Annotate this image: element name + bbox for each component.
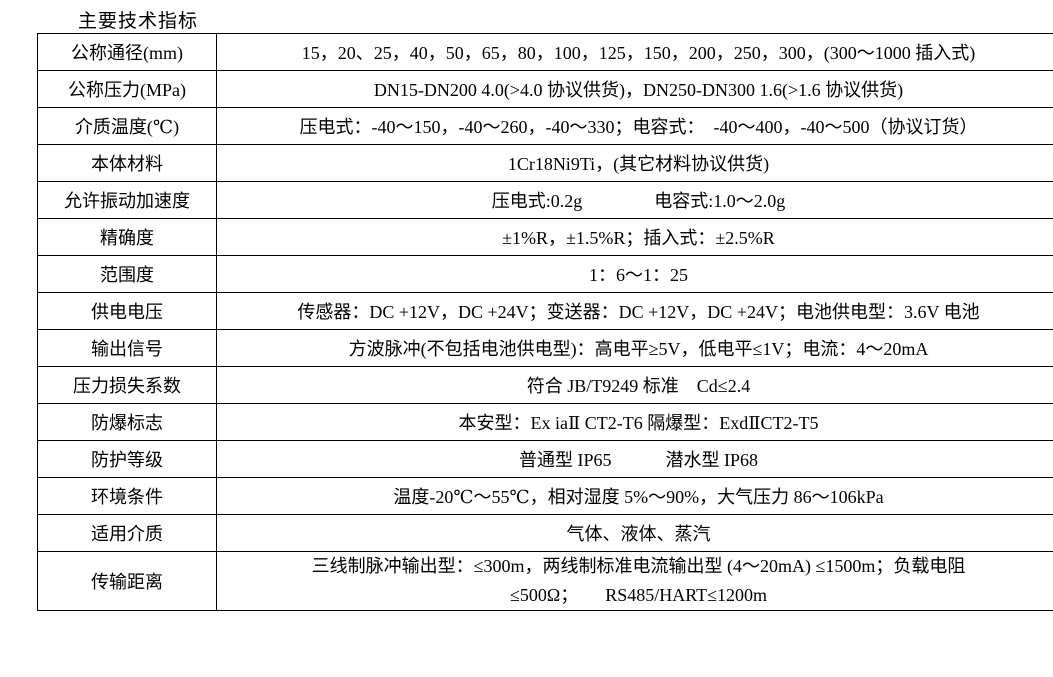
spec-value-cell: 三线制脉冲输出型：≤300m，两线制标准电流输出型 (4～20mA) ≤1500… — [216, 551, 1053, 611]
table-row: 输出信号 方波脉冲(不包括电池供电型)：高电平≥5V，低电平≤1V；电流：4～2… — [37, 329, 1053, 367]
table-row: 供电电压 传感器：DC +12V，DC +24V；变送器：DC +12V，DC … — [37, 292, 1053, 330]
spec-value-cell: 压电式:0.2g 电容式:1.0～2.0g — [216, 181, 1053, 219]
table-row: 范围度 1：6～1：25 — [37, 255, 1053, 293]
spec-label-cell: 公称压力(MPa) — [37, 70, 217, 108]
spec-value-cell: 压电式：-40～150，-40～260，-40～330；电容式： -40～400… — [216, 107, 1053, 145]
table-row: 防护等级 普通型 IP65 潜水型 IP68 — [37, 440, 1053, 478]
table-row: 介质温度(℃) 压电式：-40～150，-40～260，-40～330；电容式：… — [37, 107, 1053, 145]
spec-value-cell: 15，20、25，40，50，65，80，100，125，150，200，250… — [216, 33, 1053, 71]
spec-value-cell: 气体、液体、蒸汽 — [216, 514, 1053, 552]
spec-value-cell: 温度-20℃～55℃，相对湿度 5%～90%，大气压力 86～106kPa — [216, 477, 1053, 515]
spec-table: 公称通径(mm) 15，20、25，40，50，65，80，100，125，15… — [37, 33, 1053, 611]
spec-label-cell: 公称通径(mm) — [37, 33, 217, 71]
spec-value-cell: ±1%R，±1.5%R；插入式：±2.5%R — [216, 218, 1053, 256]
table-row: 传输距离 三线制脉冲输出型：≤300m，两线制标准电流输出型 (4～20mA) … — [37, 551, 1053, 611]
spec-label-cell: 允许振动加速度 — [37, 181, 217, 219]
spec-label-cell: 防爆标志 — [37, 403, 217, 441]
spec-value-cell: 方波脉冲(不包括电池供电型)：高电平≥5V，低电平≤1V；电流：4～20mA — [216, 329, 1053, 367]
spec-value-cell: 普通型 IP65 潜水型 IP68 — [216, 440, 1053, 478]
table-row: 本体材料 1Cr18Ni9Ti，(其它材料协议供货) — [37, 144, 1053, 182]
spec-label-cell: 范围度 — [37, 255, 217, 293]
table-row: 公称压力(MPa) DN15-DN200 4.0(>4.0 协议供货)，DN25… — [37, 70, 1053, 108]
spec-label-cell: 介质温度(℃) — [37, 107, 217, 145]
spec-value-cell: DN15-DN200 4.0(>4.0 协议供货)，DN250-DN300 1.… — [216, 70, 1053, 108]
table-row: 允许振动加速度 压电式:0.2g 电容式:1.0～2.0g — [37, 181, 1053, 219]
spec-value-cell: 传感器：DC +12V，DC +24V；变送器：DC +12V，DC +24V；… — [216, 292, 1053, 330]
spec-value-cell: 1Cr18Ni9Ti，(其它材料协议供货) — [216, 144, 1053, 182]
table-row: 公称通径(mm) 15，20、25，40，50，65，80，100，125，15… — [37, 33, 1053, 71]
table-row: 压力损失系数 符合 JB/T9249 标准 Cd≤2.4 — [37, 366, 1053, 404]
spec-label-cell: 传输距离 — [37, 551, 217, 611]
spec-value-cell: 符合 JB/T9249 标准 Cd≤2.4 — [216, 366, 1053, 404]
page-title: 主要技术指标 — [78, 11, 199, 32]
spec-label-cell: 环境条件 — [37, 477, 217, 515]
spec-label-cell: 精确度 — [37, 218, 217, 256]
spec-value-cell: 1：6～1：25 — [216, 255, 1053, 293]
spec-label-cell: 供电电压 — [37, 292, 217, 330]
table-row: 适用介质 气体、液体、蒸汽 — [37, 514, 1053, 552]
table-row: 防爆标志 本安型：Ex iaⅡ CT2-T6 隔爆型：ExdⅡCT2-T5 — [37, 403, 1053, 441]
table-row: 精确度 ±1%R，±1.5%R；插入式：±2.5%R — [37, 218, 1053, 256]
spec-label-cell: 防护等级 — [37, 440, 217, 478]
spec-label-cell: 适用介质 — [37, 514, 217, 552]
spec-label-cell: 压力损失系数 — [37, 366, 217, 404]
spec-label-cell: 输出信号 — [37, 329, 217, 367]
spec-label-cell: 本体材料 — [37, 144, 217, 182]
spec-value-cell: 本安型：Ex iaⅡ CT2-T6 隔爆型：ExdⅡCT2-T5 — [216, 403, 1053, 441]
table-row: 环境条件 温度-20℃～55℃，相对湿度 5%～90%，大气压力 86～106k… — [37, 477, 1053, 515]
